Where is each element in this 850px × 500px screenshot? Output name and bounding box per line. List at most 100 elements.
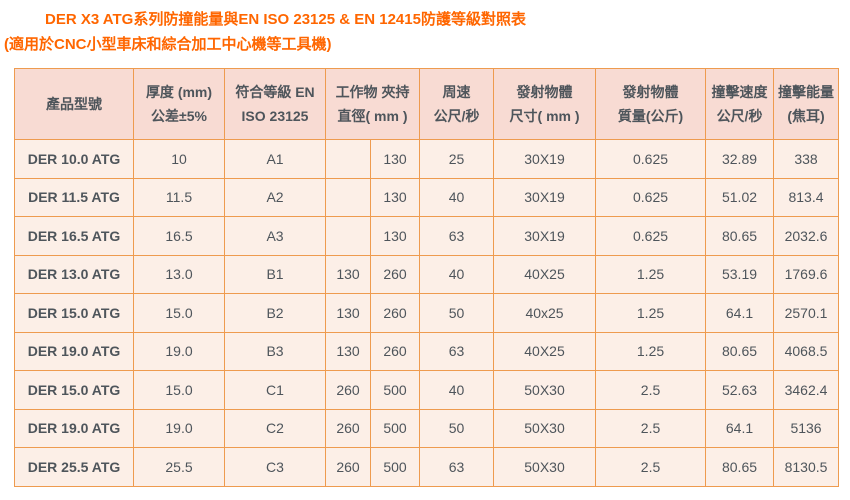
product-model-cell: DER 25.5 ATG bbox=[14, 447, 134, 487]
data-cell: 50 bbox=[419, 408, 495, 448]
data-cell: 30X19 bbox=[493, 139, 597, 179]
data-cell: 15.0 bbox=[133, 370, 225, 410]
data-cell: 40x25 bbox=[493, 293, 597, 333]
column-header-thickness: 厚度 (mm) 公差±5% bbox=[133, 68, 225, 140]
data-cell: 4068.5 bbox=[773, 331, 840, 371]
data-cell: 32.89 bbox=[705, 139, 775, 179]
data-cell: 40 bbox=[419, 177, 495, 217]
data-cell: 63 bbox=[419, 331, 495, 371]
product-model-cell: DER 15.0 ATG bbox=[14, 293, 134, 333]
data-cell: 8130.5 bbox=[773, 447, 840, 487]
data-cell: 813.4 bbox=[773, 177, 840, 217]
data-cell: 63 bbox=[419, 216, 495, 256]
data-cell: 3462.4 bbox=[773, 370, 840, 410]
page: DER X3 ATG系列防撞能量與EN ISO 23125 & EN 12415… bbox=[0, 7, 850, 487]
table-row: DER 11.5 ATG 11.5 A2 130 40 30X19 0.625 51.02 81… bbox=[14, 177, 840, 217]
data-cell: C1 bbox=[224, 370, 326, 410]
data-cell: 64.1 bbox=[705, 293, 775, 333]
table-row: DER 19.0 ATG 19.0 B3 130 260 63 40X25 1.25 80.65… bbox=[14, 331, 840, 371]
data-cell: 260 bbox=[325, 408, 371, 448]
page-title: DER X3 ATG系列防撞能量與EN ISO 23125 & EN 12415… bbox=[0, 7, 850, 57]
data-cell: 19.0 bbox=[133, 331, 225, 371]
data-cell: 30X19 bbox=[493, 177, 597, 217]
table-row: DER 10.0 ATG 10 A1 130 25 30X19 0.625 32.89 338 bbox=[14, 139, 840, 179]
data-cell: C3 bbox=[224, 447, 326, 487]
column-header-product-model: 產品型號 bbox=[14, 68, 134, 140]
data-cell: 30X19 bbox=[493, 216, 597, 256]
data-cell: 0.625 bbox=[595, 177, 707, 217]
product-model-cell: DER 13.0 ATG bbox=[14, 254, 134, 294]
data-cell: 260 bbox=[369, 293, 421, 333]
table-row: DER 25.5 ATG 25.5 C3 260 500 63 50X30 2.5 80.65 8… bbox=[14, 447, 840, 487]
data-cell: 19.0 bbox=[133, 408, 225, 448]
data-cell: 260 bbox=[325, 447, 371, 487]
table-row: DER 15.0 ATG 15.0 B2 130 260 50 40x25 1.25 64.1 2… bbox=[14, 293, 840, 333]
data-cell: 80.65 bbox=[705, 331, 775, 371]
table-row: DER 15.0 ATG 15.0 C1 260 500 40 50X30 2.5 52.63 3… bbox=[14, 370, 840, 410]
data-cell: 2.5 bbox=[595, 370, 707, 410]
data-cell: 50X30 bbox=[493, 447, 597, 487]
data-cell: 130 bbox=[325, 293, 371, 333]
data-cell: 2.5 bbox=[595, 447, 707, 487]
data-cell: 2032.6 bbox=[773, 216, 840, 256]
data-cell: A1 bbox=[224, 139, 326, 179]
data-cell: 1.25 bbox=[595, 254, 707, 294]
data-cell: 16.5 bbox=[133, 216, 225, 256]
data-cell: 51.02 bbox=[705, 177, 775, 217]
table-row: DER 19.0 ATG 19.0 C2 260 500 50 50X30 2.5 64.1 51… bbox=[14, 408, 840, 448]
data-cell: 1.25 bbox=[595, 293, 707, 333]
data-cell: 50X30 bbox=[493, 370, 597, 410]
data-cell: B1 bbox=[224, 254, 326, 294]
data-cell: 500 bbox=[369, 370, 421, 410]
data-cell: 130 bbox=[369, 139, 421, 179]
data-cell: 80.65 bbox=[705, 216, 775, 256]
product-model-cell: DER 15.0 ATG bbox=[14, 370, 134, 410]
column-header-impact-speed: 撞擊速度 公尺/秒 bbox=[705, 68, 775, 140]
data-cell: 130 bbox=[325, 254, 371, 294]
table-header: 產品型號 厚度 (mm) 公差±5% 符合等級 EN ISO 23125 工作物 夾持… bbox=[14, 68, 840, 140]
data-cell: 0.625 bbox=[595, 139, 707, 179]
data-cell: 1769.6 bbox=[773, 254, 840, 294]
data-cell: 40X25 bbox=[493, 331, 597, 371]
data-cell: 0.625 bbox=[595, 216, 707, 256]
data-cell: 130 bbox=[369, 177, 421, 217]
table-header-row: 產品型號 厚度 (mm) 公差±5% 符合等級 EN ISO 23125 工作物 夾持… bbox=[14, 68, 840, 140]
data-cell: 260 bbox=[369, 254, 421, 294]
data-cell: 1.25 bbox=[595, 331, 707, 371]
data-cell: 2.5 bbox=[595, 408, 707, 448]
page-title-line-1: DER X3 ATG系列防撞能量與EN ISO 23125 & EN 12415… bbox=[45, 11, 526, 28]
table-body: DER 10.0 ATG 10 A1 130 25 30X19 0.625 32.89 338 D… bbox=[14, 139, 840, 487]
data-cell: 5136 bbox=[773, 408, 840, 448]
product-model-cell: DER 11.5 ATG bbox=[14, 177, 134, 217]
data-cell: 10 bbox=[133, 139, 225, 179]
table-row: DER 13.0 ATG 13.0 B1 130 260 40 40X25 1.25 53.19… bbox=[14, 254, 840, 294]
data-cell: 15.0 bbox=[133, 293, 225, 333]
data-cell bbox=[325, 216, 371, 256]
data-cell: 500 bbox=[369, 447, 421, 487]
data-cell: A3 bbox=[224, 216, 326, 256]
column-header-impact-energy: 撞擊能量 (焦耳) bbox=[773, 68, 840, 140]
data-cell: 500 bbox=[369, 408, 421, 448]
data-cell: 260 bbox=[369, 331, 421, 371]
data-cell: C2 bbox=[224, 408, 326, 448]
data-cell: B2 bbox=[224, 293, 326, 333]
column-header-peripheral-speed: 周速 公尺/秒 bbox=[419, 68, 495, 140]
data-cell: 13.0 bbox=[133, 254, 225, 294]
data-cell: 53.19 bbox=[705, 254, 775, 294]
data-cell: 2570.1 bbox=[773, 293, 840, 333]
data-cell: 25 bbox=[419, 139, 495, 179]
page-title-line-2: (適用於CNC小型車床和綜合加工中心機等工具機) bbox=[4, 36, 332, 53]
column-header-projectile-size: 發射物體 尺寸( mm ) bbox=[493, 68, 597, 140]
data-cell: 40X25 bbox=[493, 254, 597, 294]
product-model-cell: DER 19.0 ATG bbox=[14, 331, 134, 371]
product-model-cell: DER 16.5 ATG bbox=[14, 216, 134, 256]
data-cell: 130 bbox=[325, 331, 371, 371]
data-cell bbox=[325, 177, 371, 217]
data-cell: 50X30 bbox=[493, 408, 597, 448]
data-cell: 130 bbox=[369, 216, 421, 256]
column-header-clamping-diameter: 工作物 夾持 直徑( mm ) bbox=[324, 68, 421, 140]
data-cell bbox=[325, 139, 371, 179]
product-model-cell: DER 10.0 ATG bbox=[14, 139, 134, 179]
data-cell: 40 bbox=[419, 370, 495, 410]
protection-class-comparison-table: 產品型號 厚度 (mm) 公差±5% 符合等級 EN ISO 23125 工作物 夾持… bbox=[14, 68, 840, 487]
